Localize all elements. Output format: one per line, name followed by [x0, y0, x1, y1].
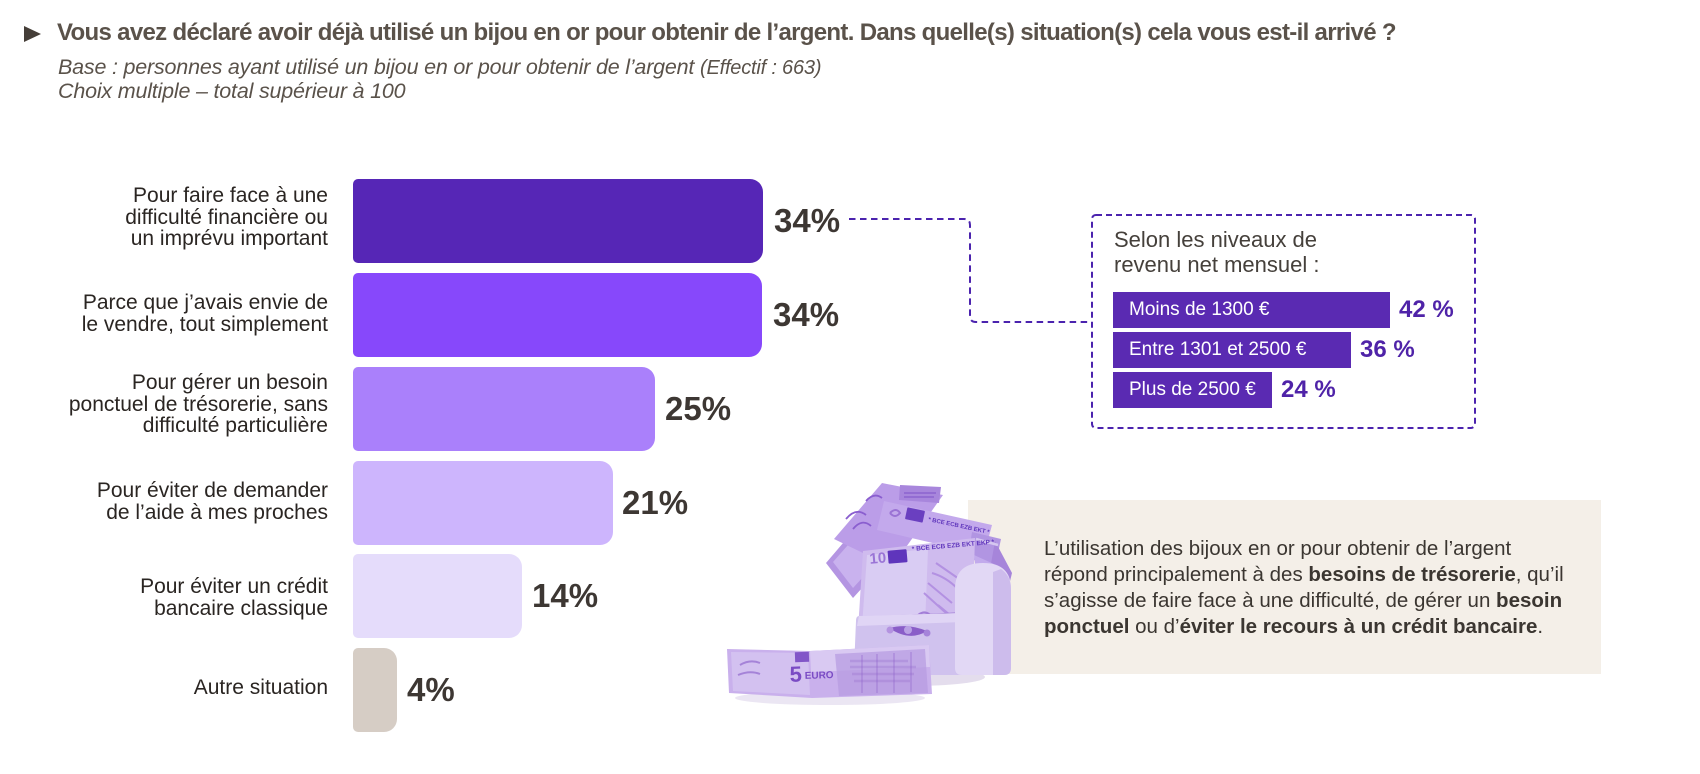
svg-text:EURO: EURO — [805, 670, 834, 682]
svg-text:5: 5 — [789, 661, 802, 686]
svg-text:10: 10 — [869, 549, 887, 567]
